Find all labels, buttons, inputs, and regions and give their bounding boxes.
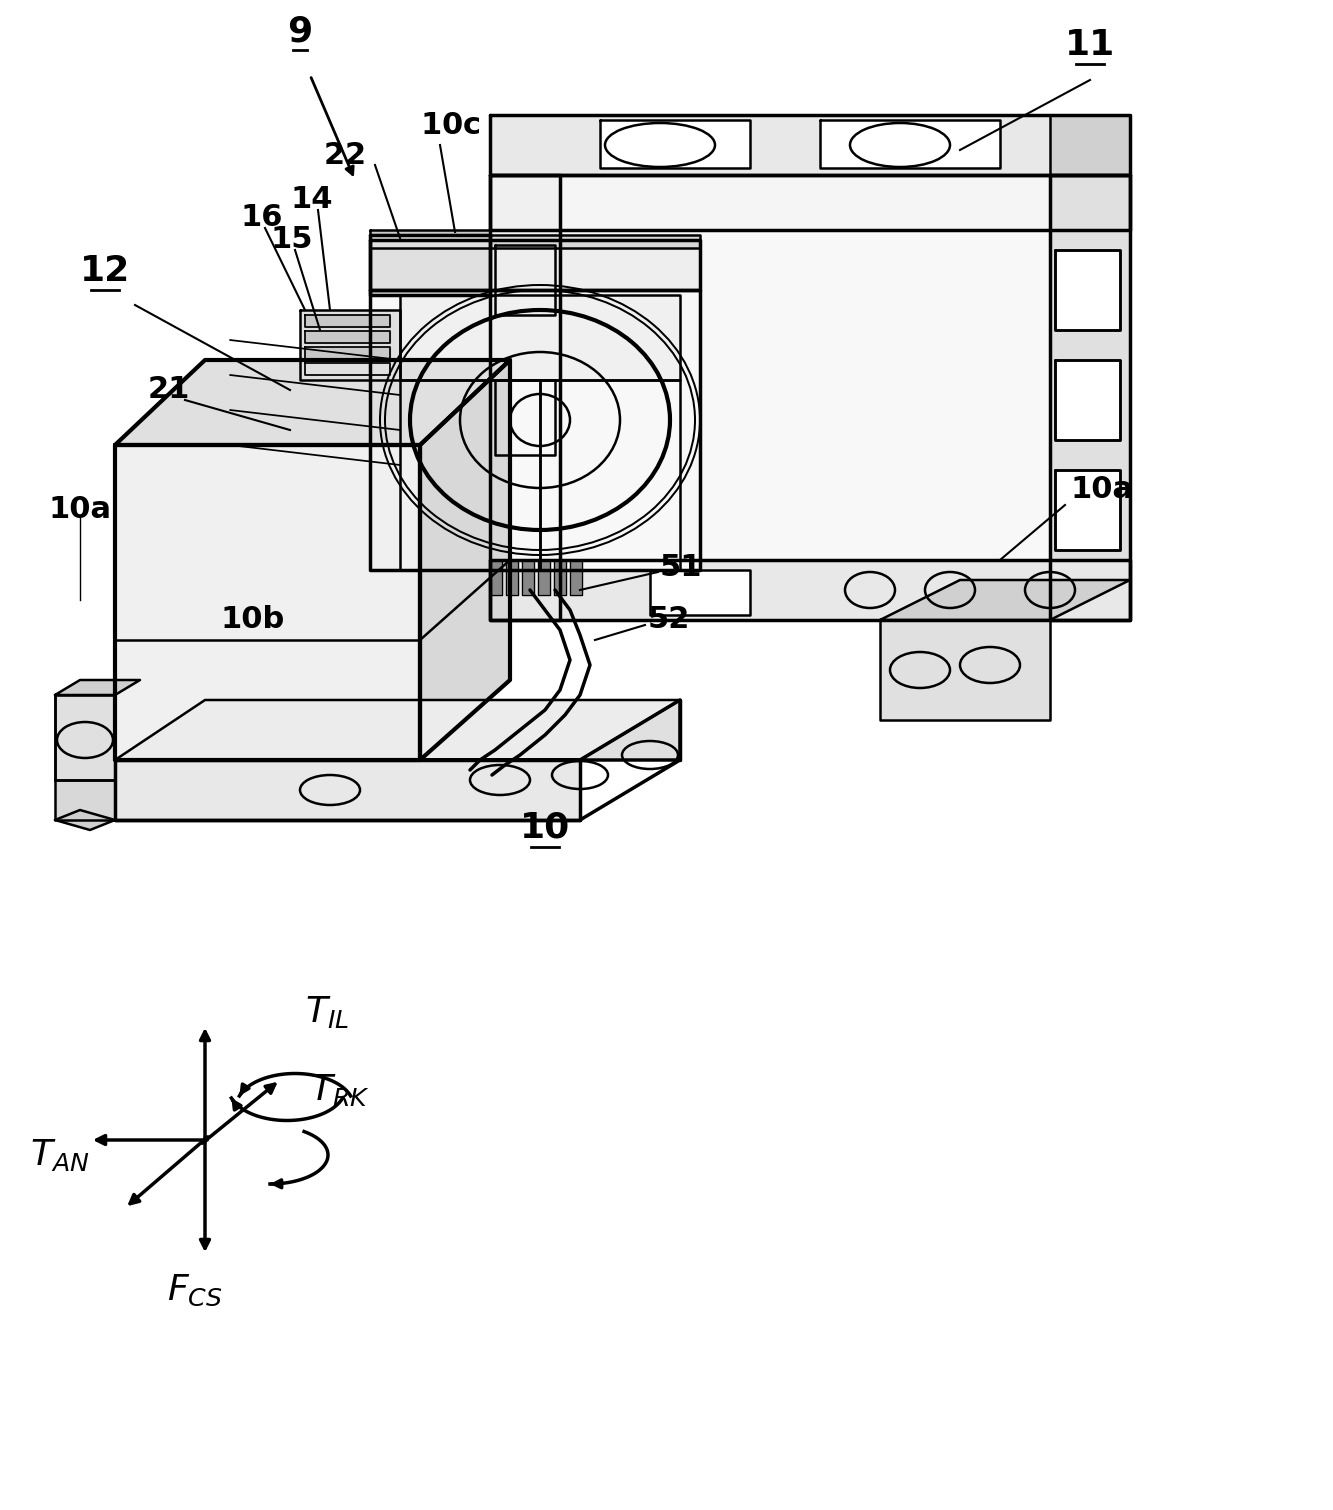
Polygon shape	[115, 359, 511, 445]
Polygon shape	[560, 230, 1050, 560]
Polygon shape	[1054, 470, 1120, 550]
Polygon shape	[1054, 470, 1120, 550]
Polygon shape	[495, 381, 555, 455]
Polygon shape	[1054, 251, 1120, 331]
Text: $T_{IL}$: $T_{IL}$	[305, 994, 349, 1030]
Text: 10b: 10b	[220, 606, 284, 634]
Text: 14: 14	[291, 186, 332, 214]
Polygon shape	[539, 560, 551, 595]
Text: $T_{AN}$: $T_{AN}$	[31, 1137, 89, 1173]
Polygon shape	[115, 701, 680, 760]
Polygon shape	[491, 115, 1130, 175]
Polygon shape	[305, 362, 391, 374]
Text: 10a: 10a	[1070, 476, 1133, 504]
Polygon shape	[1050, 175, 1130, 621]
Polygon shape	[491, 560, 503, 595]
Polygon shape	[55, 695, 115, 781]
Polygon shape	[555, 560, 567, 595]
Polygon shape	[600, 119, 750, 168]
Polygon shape	[420, 359, 511, 760]
Polygon shape	[880, 621, 1050, 720]
Polygon shape	[400, 294, 680, 381]
Polygon shape	[571, 560, 583, 595]
Text: 52: 52	[648, 606, 690, 634]
Polygon shape	[1054, 359, 1120, 439]
Polygon shape	[1054, 251, 1120, 331]
Text: 11: 11	[1065, 29, 1116, 62]
Text: 15: 15	[271, 225, 312, 255]
Text: 16: 16	[240, 204, 283, 233]
Polygon shape	[491, 175, 560, 621]
Polygon shape	[115, 760, 580, 820]
Text: 9: 9	[288, 14, 313, 48]
Polygon shape	[305, 347, 391, 359]
Text: $T_{RK}$: $T_{RK}$	[311, 1072, 369, 1108]
Polygon shape	[115, 445, 420, 760]
Text: $\mathregular{10c}$: $\mathregular{10c}$	[420, 110, 480, 139]
Polygon shape	[300, 310, 400, 381]
Polygon shape	[55, 809, 115, 830]
Polygon shape	[371, 240, 700, 290]
Polygon shape	[1054, 359, 1120, 439]
Polygon shape	[495, 245, 555, 316]
Polygon shape	[1050, 115, 1130, 175]
Polygon shape	[55, 680, 140, 695]
Polygon shape	[523, 560, 535, 595]
Polygon shape	[371, 236, 491, 294]
Polygon shape	[507, 560, 519, 595]
Text: 21: 21	[148, 376, 191, 405]
Polygon shape	[491, 560, 1130, 621]
Polygon shape	[820, 119, 1000, 168]
Text: 51: 51	[660, 554, 702, 583]
Polygon shape	[55, 781, 115, 820]
Polygon shape	[880, 580, 1130, 621]
Polygon shape	[651, 569, 750, 615]
Text: 10: 10	[520, 811, 571, 846]
Polygon shape	[305, 316, 391, 328]
Polygon shape	[115, 701, 680, 760]
Polygon shape	[371, 236, 700, 248]
Polygon shape	[491, 175, 1130, 230]
Text: 12: 12	[80, 254, 131, 288]
Polygon shape	[371, 290, 700, 569]
Polygon shape	[305, 331, 391, 343]
Text: $F_{CS}$: $F_{CS}$	[167, 1273, 223, 1308]
Text: 10a: 10a	[48, 495, 111, 524]
Text: $\mathregular{22}$: $\mathregular{22}$	[324, 140, 365, 169]
Polygon shape	[371, 230, 491, 236]
